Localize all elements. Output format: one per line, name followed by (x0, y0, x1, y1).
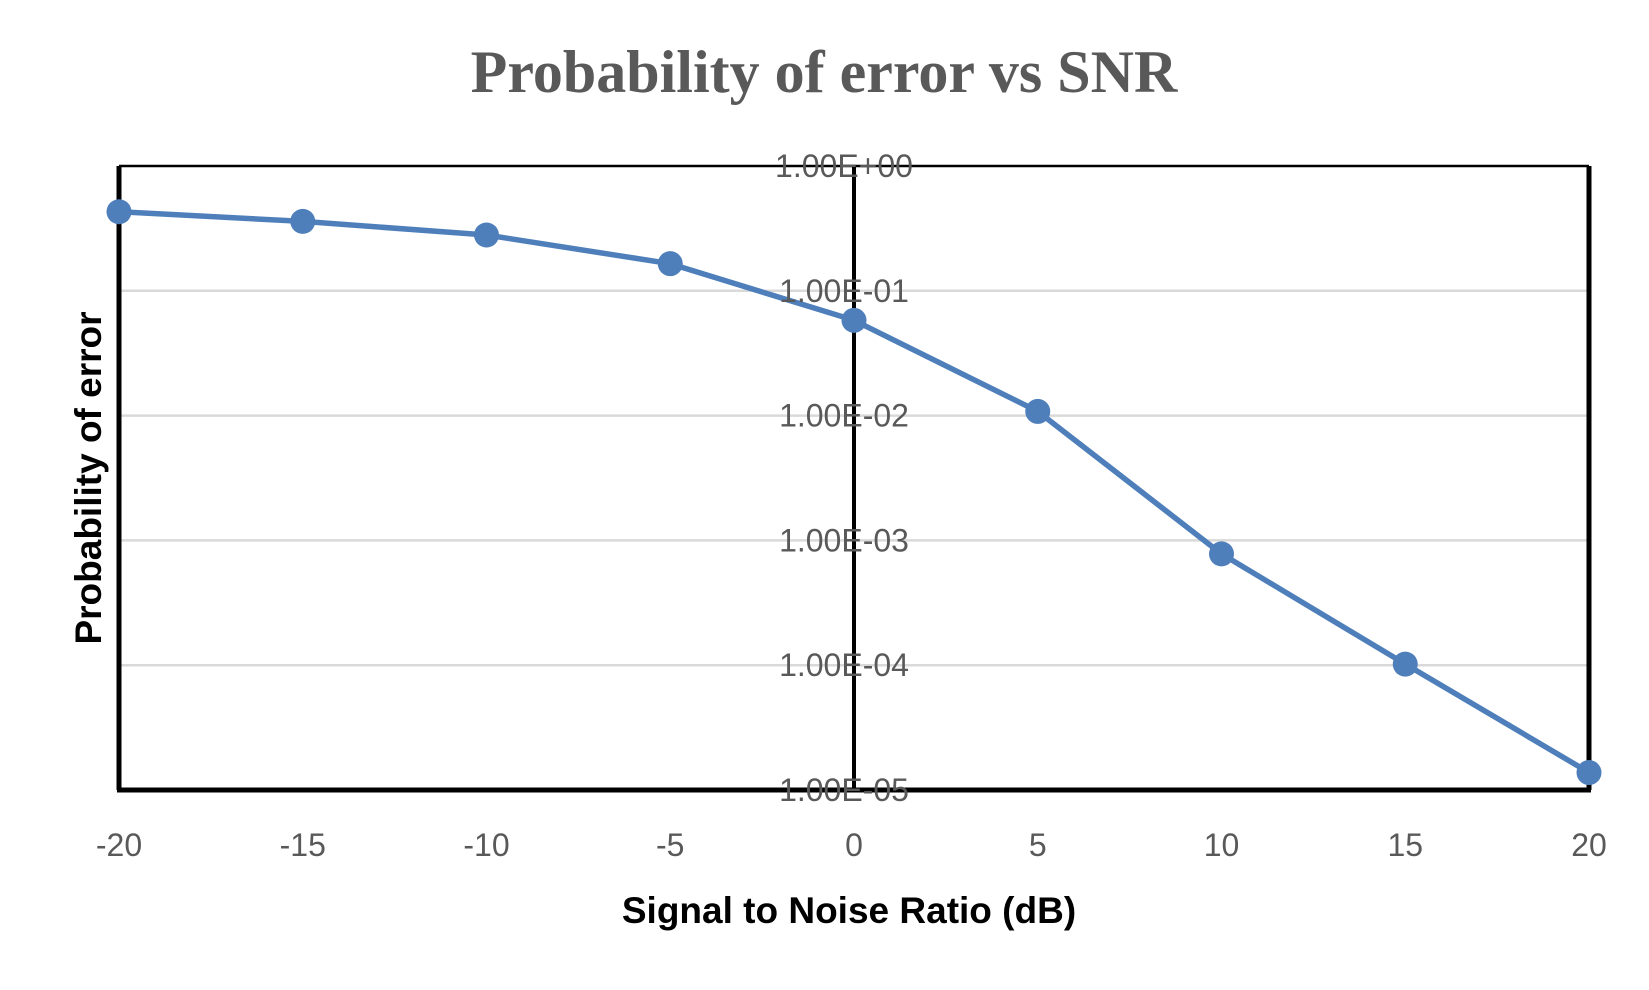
y-tick-label: 1.00E-02 (779, 398, 909, 434)
x-axis-title: Signal to Noise Ratio (dB) (622, 890, 1076, 931)
y-tick-label: 1.00E+00 (775, 148, 913, 184)
x-tick-label: 15 (1387, 827, 1423, 863)
y-tick-label: 1.00E-03 (779, 522, 909, 558)
y-tick-label: 1.00E-04 (779, 647, 909, 683)
y-tick-label: 1.00E-05 (779, 772, 909, 808)
data-point (841, 307, 867, 333)
x-tick-label: -10 (463, 827, 509, 863)
plot-frame (116, 164, 1592, 793)
x-tick-label: 20 (1571, 827, 1607, 863)
data-point (1576, 760, 1602, 786)
data-point (106, 199, 132, 225)
data-point (474, 222, 499, 248)
y-axis-title: Probability of error (68, 311, 109, 644)
x-tick-label: 0 (845, 827, 863, 863)
x-tick-label: -15 (280, 827, 326, 863)
x-tick-label: -5 (656, 827, 684, 863)
data-point (1209, 541, 1234, 567)
x-tick-label: 10 (1204, 827, 1240, 863)
y-tick-label: 1.00E-01 (779, 273, 909, 309)
chart-title: Probability of error vs SNR (471, 39, 1178, 105)
x-tick-label: 5 (1029, 827, 1047, 863)
data-point (1025, 398, 1051, 424)
x-tick-label: -20 (96, 827, 142, 863)
x-tick-labels: -20 -15 -10 -5 0 5 10 15 20 (96, 827, 1607, 863)
data-point (657, 251, 683, 277)
series (106, 199, 1602, 786)
y-tick-labels: 1.00E+00 1.00E-01 1.00E-02 1.00E-03 1.00E-04… (775, 148, 913, 808)
data-point (1392, 651, 1418, 677)
data-point (290, 208, 316, 234)
